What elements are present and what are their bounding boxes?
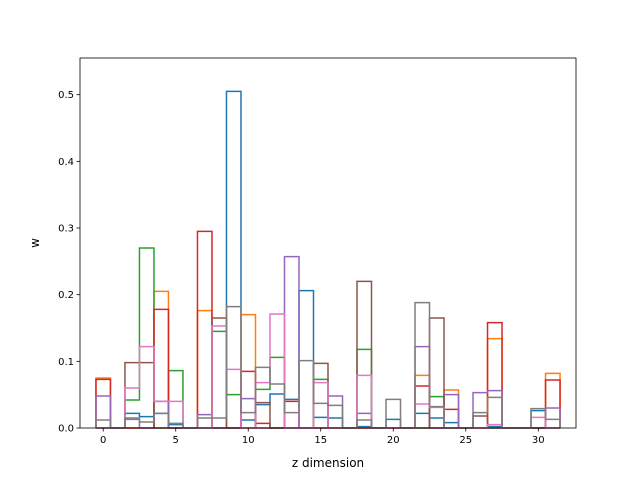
x-tick-label: 20 xyxy=(387,435,400,446)
y-tick-label: 0.2 xyxy=(58,290,74,301)
x-tick-label: 25 xyxy=(459,435,472,446)
x-tick-label: 30 xyxy=(532,435,545,446)
x-tick-label: 5 xyxy=(173,435,179,446)
plot-frame xyxy=(79,57,577,429)
series-7-step-line xyxy=(95,301,561,429)
y-tick-label: 0.1 xyxy=(58,357,74,368)
x-axis-label: z dimension xyxy=(292,456,364,470)
series-6-step-line xyxy=(95,313,561,429)
y-axis-ticks: 0.0 0.1 0.2 0.3 0.4 0.5 xyxy=(58,90,80,435)
y-tick-label: 0.4 xyxy=(58,157,74,168)
y-axis-label: w xyxy=(28,238,42,248)
x-tick-label: 0 xyxy=(100,435,106,446)
y-tick-label: 0.5 xyxy=(58,90,74,101)
x-axis-ticks: 0 5 10 15 20 25 30 xyxy=(100,428,545,446)
x-tick-label: 15 xyxy=(314,435,327,446)
y-tick-label: 0.3 xyxy=(58,224,74,235)
x-tick-label: 10 xyxy=(242,435,255,446)
y-tick-label: 0.0 xyxy=(58,424,74,435)
